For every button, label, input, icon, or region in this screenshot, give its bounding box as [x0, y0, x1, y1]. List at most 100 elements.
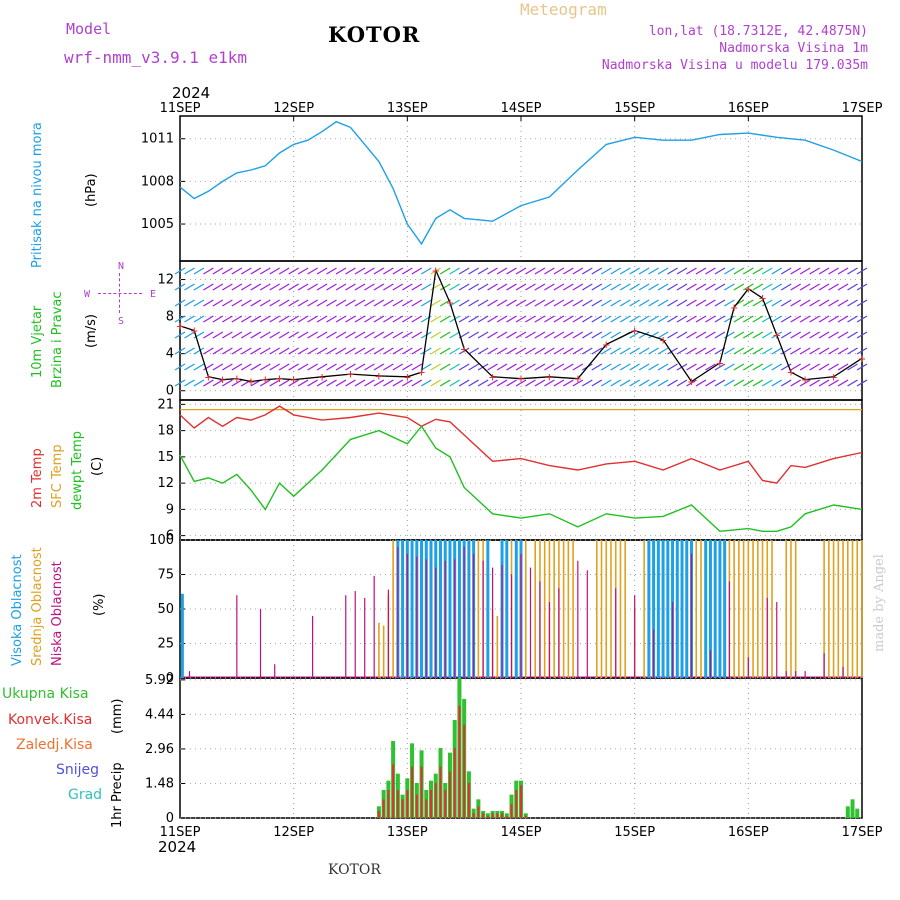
wind-barb — [231, 315, 243, 323]
wind-barb — [553, 331, 565, 339]
conv-precip-bar — [510, 804, 513, 818]
wind-barb — [515, 315, 527, 323]
wind-barb — [837, 283, 849, 291]
wind-barb — [335, 331, 347, 339]
top-day-label: 14SEP — [501, 101, 542, 116]
wind-barb — [771, 379, 783, 387]
high-cloud-bar — [685, 540, 689, 678]
legend-hail: Grad — [68, 787, 103, 803]
wind-barb — [714, 315, 726, 323]
wind-barb — [259, 283, 271, 291]
wind-barb — [345, 331, 356, 339]
wind-gust-marker: + — [489, 370, 496, 384]
wind-barb — [411, 315, 423, 323]
wind-barb — [392, 267, 404, 275]
wind-barb — [364, 299, 375, 307]
wind-barb — [316, 347, 328, 355]
wind-barb — [591, 283, 603, 291]
y-tick-label: 18 — [157, 424, 174, 439]
wind-barb — [307, 363, 318, 371]
wind-barb — [373, 299, 385, 307]
wind-barb — [572, 379, 584, 387]
wind-barb — [392, 331, 404, 339]
wind-barb — [420, 283, 432, 291]
wind-barb — [468, 363, 479, 371]
wind-barb — [411, 331, 423, 339]
wind-barb — [581, 299, 593, 307]
wind-barb — [581, 283, 593, 291]
wind-barb — [383, 347, 394, 355]
wind-barb — [449, 379, 461, 387]
wind-barb — [563, 347, 574, 355]
wind-barb — [799, 347, 811, 355]
wind-barb — [430, 331, 442, 339]
wind-barb — [439, 379, 451, 387]
wind-gust-marker: + — [318, 370, 325, 384]
wind-barb — [534, 379, 546, 387]
wind-barb — [193, 267, 205, 275]
cloud-ylabel-3: Niska Oblacnost — [50, 561, 65, 666]
wind-barb — [544, 267, 555, 275]
wind-barb — [686, 347, 697, 355]
wind-gust-marker: + — [830, 370, 837, 384]
wind-barb — [686, 363, 697, 371]
wind-gust-marker: + — [858, 351, 865, 365]
wind-barb — [174, 379, 186, 387]
wind-barb — [742, 299, 754, 307]
wind-barb — [174, 331, 186, 339]
wind-barb — [212, 379, 224, 387]
conv-precip-bar — [467, 783, 470, 818]
wind-barb — [591, 347, 603, 355]
wind-barb — [468, 331, 479, 339]
y-tick-label: 21 — [157, 397, 174, 412]
wind-barb — [401, 363, 413, 371]
conv-precip-bar — [505, 815, 508, 818]
wind-barb — [790, 379, 802, 387]
wind-barb — [184, 315, 195, 323]
wind-barb — [278, 331, 290, 339]
bottom-day-label: 14SEP — [501, 825, 542, 840]
wind-barb — [496, 363, 508, 371]
wind-barb — [458, 283, 470, 291]
conv-precip-bar — [420, 766, 423, 818]
wind-barb — [515, 379, 527, 387]
wind-barb — [828, 299, 839, 307]
wind-barb — [563, 363, 574, 371]
wind-barb — [610, 299, 622, 307]
legend-snow: Snijeg — [56, 762, 100, 778]
wind-barb — [724, 363, 735, 371]
wind-barb — [401, 283, 413, 291]
wind-barb — [506, 315, 517, 323]
high-cloud-bar — [420, 540, 424, 678]
wind-barb — [856, 283, 868, 291]
wind-barb — [193, 315, 205, 323]
high-cloud-bar — [680, 540, 684, 678]
wind-barb — [174, 299, 186, 307]
wind-barb — [799, 283, 811, 291]
wind-barb — [487, 267, 498, 275]
wind-barb — [742, 347, 754, 355]
wind-barb — [269, 315, 281, 323]
wind-barb — [657, 379, 669, 387]
top-day-label: 15SEP — [614, 101, 655, 116]
wind-barb — [335, 347, 347, 355]
wind-gust-marker: + — [432, 263, 439, 277]
wind-barb — [515, 347, 527, 355]
wind-barb — [837, 347, 849, 355]
wind-barb — [553, 347, 565, 355]
wind-barb — [818, 363, 830, 371]
wind-barb — [676, 267, 688, 275]
wind-gust-marker: + — [759, 291, 766, 305]
wind-barb — [364, 283, 375, 291]
wind-barb — [790, 299, 802, 307]
wind-barb — [487, 363, 498, 371]
wind-barb — [487, 331, 498, 339]
wind-barb — [733, 347, 745, 355]
wind-barb — [487, 299, 498, 307]
top-day-label: 16SEP — [728, 101, 769, 116]
wind-barb — [506, 347, 517, 355]
wind-barb — [790, 283, 802, 291]
wind-barb — [572, 283, 584, 291]
wind-barb — [534, 315, 546, 323]
wind-barb — [837, 299, 849, 307]
